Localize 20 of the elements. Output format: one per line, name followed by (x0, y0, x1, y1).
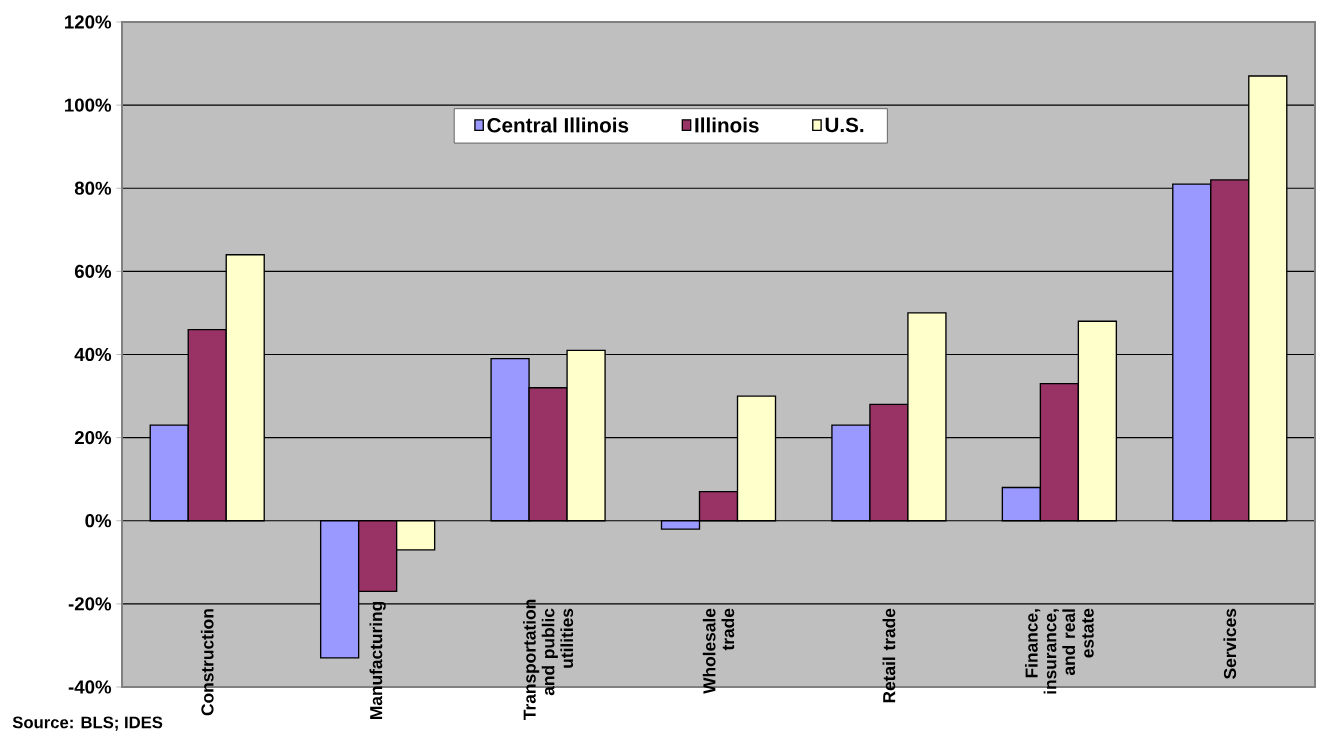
x-tick-label: Transportation and public utilities (523, 599, 574, 720)
y-tick-label: 0% (85, 514, 112, 528)
y-tick-label: 20% (74, 430, 112, 445)
x-tick-label: Wholesale trade (702, 608, 735, 694)
legend-label: U.S. (825, 117, 864, 133)
y-tick-label: 40% (74, 347, 112, 362)
x-tick-label: Retail trade (882, 608, 896, 703)
x-tick-label: Construction (200, 609, 214, 716)
legend-label: Illinois (695, 117, 759, 133)
y-tick-label: 80% (74, 181, 112, 195)
y-tick-label: 100% (65, 98, 112, 112)
source-note: Source: BLS; IDES (12, 716, 163, 731)
y-tick-label: 120% (65, 15, 112, 29)
y-tick-label: -20% (68, 597, 112, 611)
y-tick-label: 60% (74, 264, 112, 278)
y-tick-label: -40% (68, 680, 112, 694)
legend-label: Central Illinois (487, 117, 629, 133)
x-tick-label: Finance, insurance, and real estate (1024, 608, 1094, 694)
x-tick-label: Manufacturing (369, 601, 386, 719)
x-tick-label: Services (1223, 608, 1237, 679)
